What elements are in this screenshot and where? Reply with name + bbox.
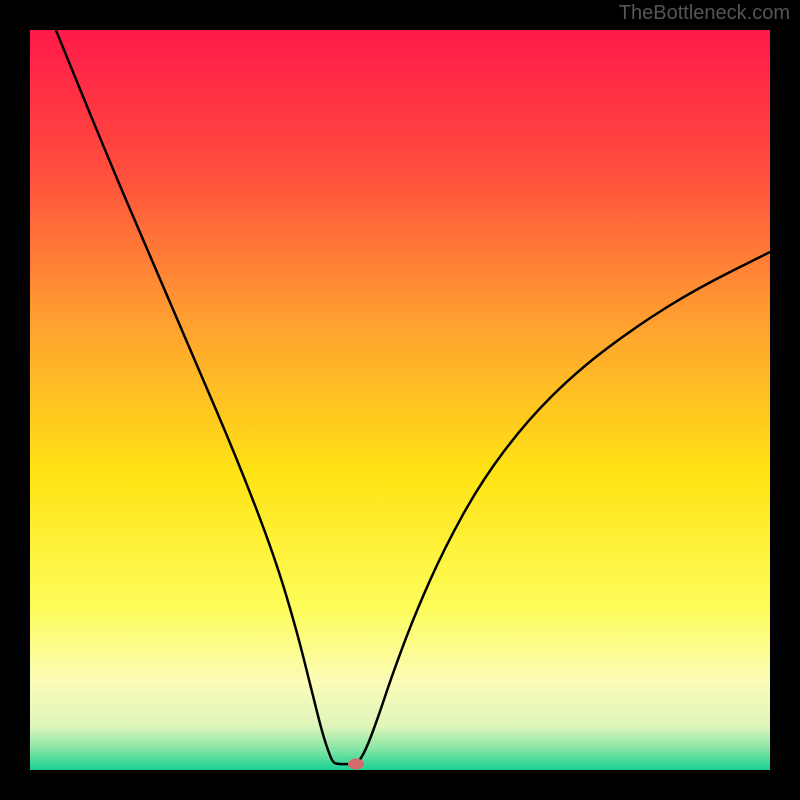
- bottleneck-curve: [30, 30, 770, 770]
- minimum-marker: [348, 759, 364, 770]
- plot-area: [30, 30, 770, 770]
- figure-frame: TheBottleneck.com: [0, 0, 800, 800]
- watermark-text: TheBottleneck.com: [619, 2, 790, 25]
